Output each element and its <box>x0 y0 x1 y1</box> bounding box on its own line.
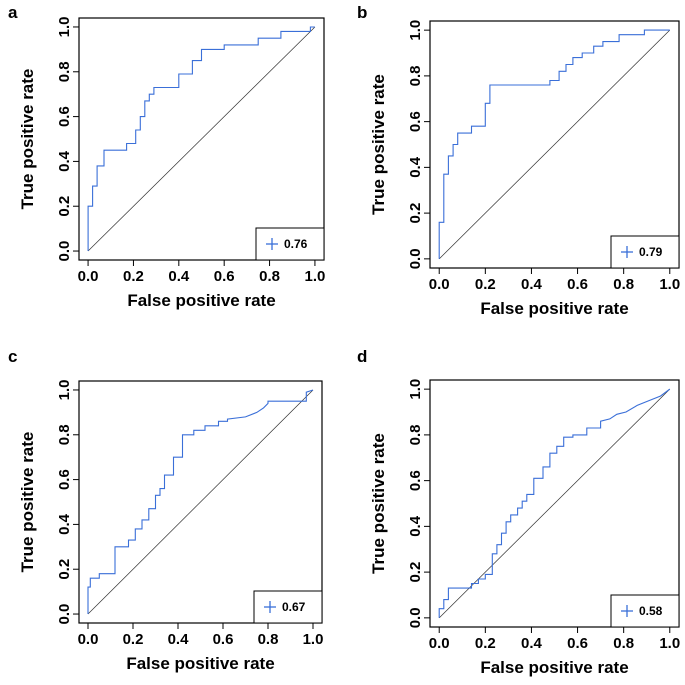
legend: 0.79 <box>610 235 680 269</box>
y-tick-label: 0.6 <box>56 469 73 490</box>
legend-plus-icon <box>621 605 633 617</box>
x-tick-label: 1.0 <box>659 635 680 652</box>
plot-frame <box>78 380 323 624</box>
y-tick-label: 1.0 <box>407 379 424 400</box>
panel-letter: c <box>8 347 17 366</box>
x-tick-label: 0.4 <box>521 276 543 293</box>
diagonal-reference-line <box>438 388 671 619</box>
legend-plus-icon <box>621 246 633 258</box>
legend: 0.76 <box>255 227 325 261</box>
x-tick-label: 0.2 <box>475 276 496 293</box>
x-tick-label: 0.2 <box>475 635 496 652</box>
legend: 0.58 <box>610 594 680 628</box>
panel-a: a 0.0 0.2 0.4 0.6 0.8 1.0 0.0 0.2 0.4 0.6 0.8 1.0 Fal… <box>8 3 325 310</box>
legend-auc-label: 0.67 <box>282 600 306 614</box>
roc-curve-line <box>438 29 670 259</box>
y-tick-label: 0.0 <box>407 248 424 269</box>
x-tick-label: 1.0 <box>659 276 680 293</box>
x-tick-label: 0.6 <box>213 631 234 648</box>
y-axis-label: True positive rate <box>369 433 388 574</box>
panel-letter: a <box>8 3 18 22</box>
plot-frame <box>429 379 680 628</box>
y-tick-label: 1.0 <box>56 380 73 401</box>
roc-curve-line <box>87 389 314 614</box>
x-tick-label: 0.4 <box>168 268 190 285</box>
x-tick-label: 0.0 <box>429 276 450 293</box>
y-tick-label: 0.0 <box>56 604 73 625</box>
legend-auc-label: 0.58 <box>639 604 663 618</box>
y-axis-label: True positive rate <box>369 74 388 215</box>
roc-curve-line <box>87 26 315 251</box>
y-tick-label: 1.0 <box>407 20 424 41</box>
legend-plus-icon <box>264 601 276 613</box>
panel-b: b 0.0 0.2 0.4 0.6 0.8 1.0 0.0 0.2 0.4 0.6 0.8 1.0 Fal… <box>357 3 680 318</box>
plot-frame <box>429 20 680 269</box>
x-axis-label: False positive rate <box>480 658 628 677</box>
x-tick-label: 0.8 <box>613 635 634 652</box>
x-tick-label: 0.8 <box>259 268 280 285</box>
panel-letter: b <box>357 3 367 22</box>
x-tick-label: 0.6 <box>567 635 588 652</box>
x-tick-label: 0.2 <box>123 631 144 648</box>
y-tick-label: 0.0 <box>407 607 424 628</box>
y-tick-label: 0.8 <box>407 424 424 445</box>
x-tick-label: 0.2 <box>123 268 144 285</box>
x-axis-label: False positive rate <box>126 654 274 673</box>
legend-auc-label: 0.76 <box>284 237 308 251</box>
plot-frame <box>78 17 325 261</box>
panel-letter: d <box>357 347 367 366</box>
y-tick-label: 0.8 <box>56 424 73 445</box>
y-tick-label: 0.4 <box>56 150 73 172</box>
y-tick-label: 1.0 <box>56 17 73 38</box>
panel-c: c 0.0 0.2 0.4 0.6 0.8 1.0 0.0 0.2 0.4 0.6 0.8 1.0 Fal… <box>8 347 323 673</box>
y-tick-label: 0.4 <box>407 156 424 178</box>
x-axis-label: False positive rate <box>127 291 275 310</box>
x-tick-label: 0.4 <box>168 631 190 648</box>
y-tick-label: 0.2 <box>407 203 424 224</box>
panel-d: d 0.0 0.2 0.4 0.6 0.8 1.0 0.0 0.2 0.4 0.6 0.8 1.0 Fal… <box>357 347 680 677</box>
x-tick-label: 1.0 <box>304 268 325 285</box>
y-axis-label: True positive rate <box>18 432 37 573</box>
diagonal-reference-line <box>87 389 314 615</box>
x-tick-label: 0.0 <box>78 268 99 285</box>
y-tick-label: 0.6 <box>407 470 424 491</box>
x-tick-label: 0.8 <box>258 631 279 648</box>
legend-plus-icon <box>266 238 278 250</box>
y-tick-label: 0.2 <box>56 559 73 580</box>
y-tick-label: 0.0 <box>56 241 73 262</box>
legend-auc-label: 0.79 <box>639 245 663 259</box>
x-axis-label: False positive rate <box>480 299 628 318</box>
y-tick-label: 0.6 <box>56 106 73 127</box>
diagonal-reference-line <box>438 29 671 260</box>
x-tick-label: 0.6 <box>567 276 588 293</box>
roc-curve-line <box>438 388 671 618</box>
y-tick-label: 0.2 <box>407 562 424 583</box>
y-tick-label: 0.4 <box>56 513 73 535</box>
legend: 0.67 <box>253 590 323 624</box>
y-tick-label: 0.2 <box>56 196 73 217</box>
y-axis-label: True positive rate <box>18 69 37 210</box>
x-tick-label: 0.8 <box>613 276 634 293</box>
diagonal-reference-line <box>87 26 316 252</box>
y-tick-label: 0.8 <box>56 61 73 82</box>
x-tick-label: 0.0 <box>78 631 99 648</box>
x-tick-label: 0.6 <box>214 268 235 285</box>
y-tick-label: 0.6 <box>407 111 424 132</box>
x-tick-label: 1.0 <box>303 631 324 648</box>
x-tick-label: 0.0 <box>429 635 450 652</box>
x-tick-label: 0.4 <box>521 635 543 652</box>
y-tick-label: 0.4 <box>407 515 424 537</box>
y-tick-label: 0.8 <box>407 65 424 86</box>
